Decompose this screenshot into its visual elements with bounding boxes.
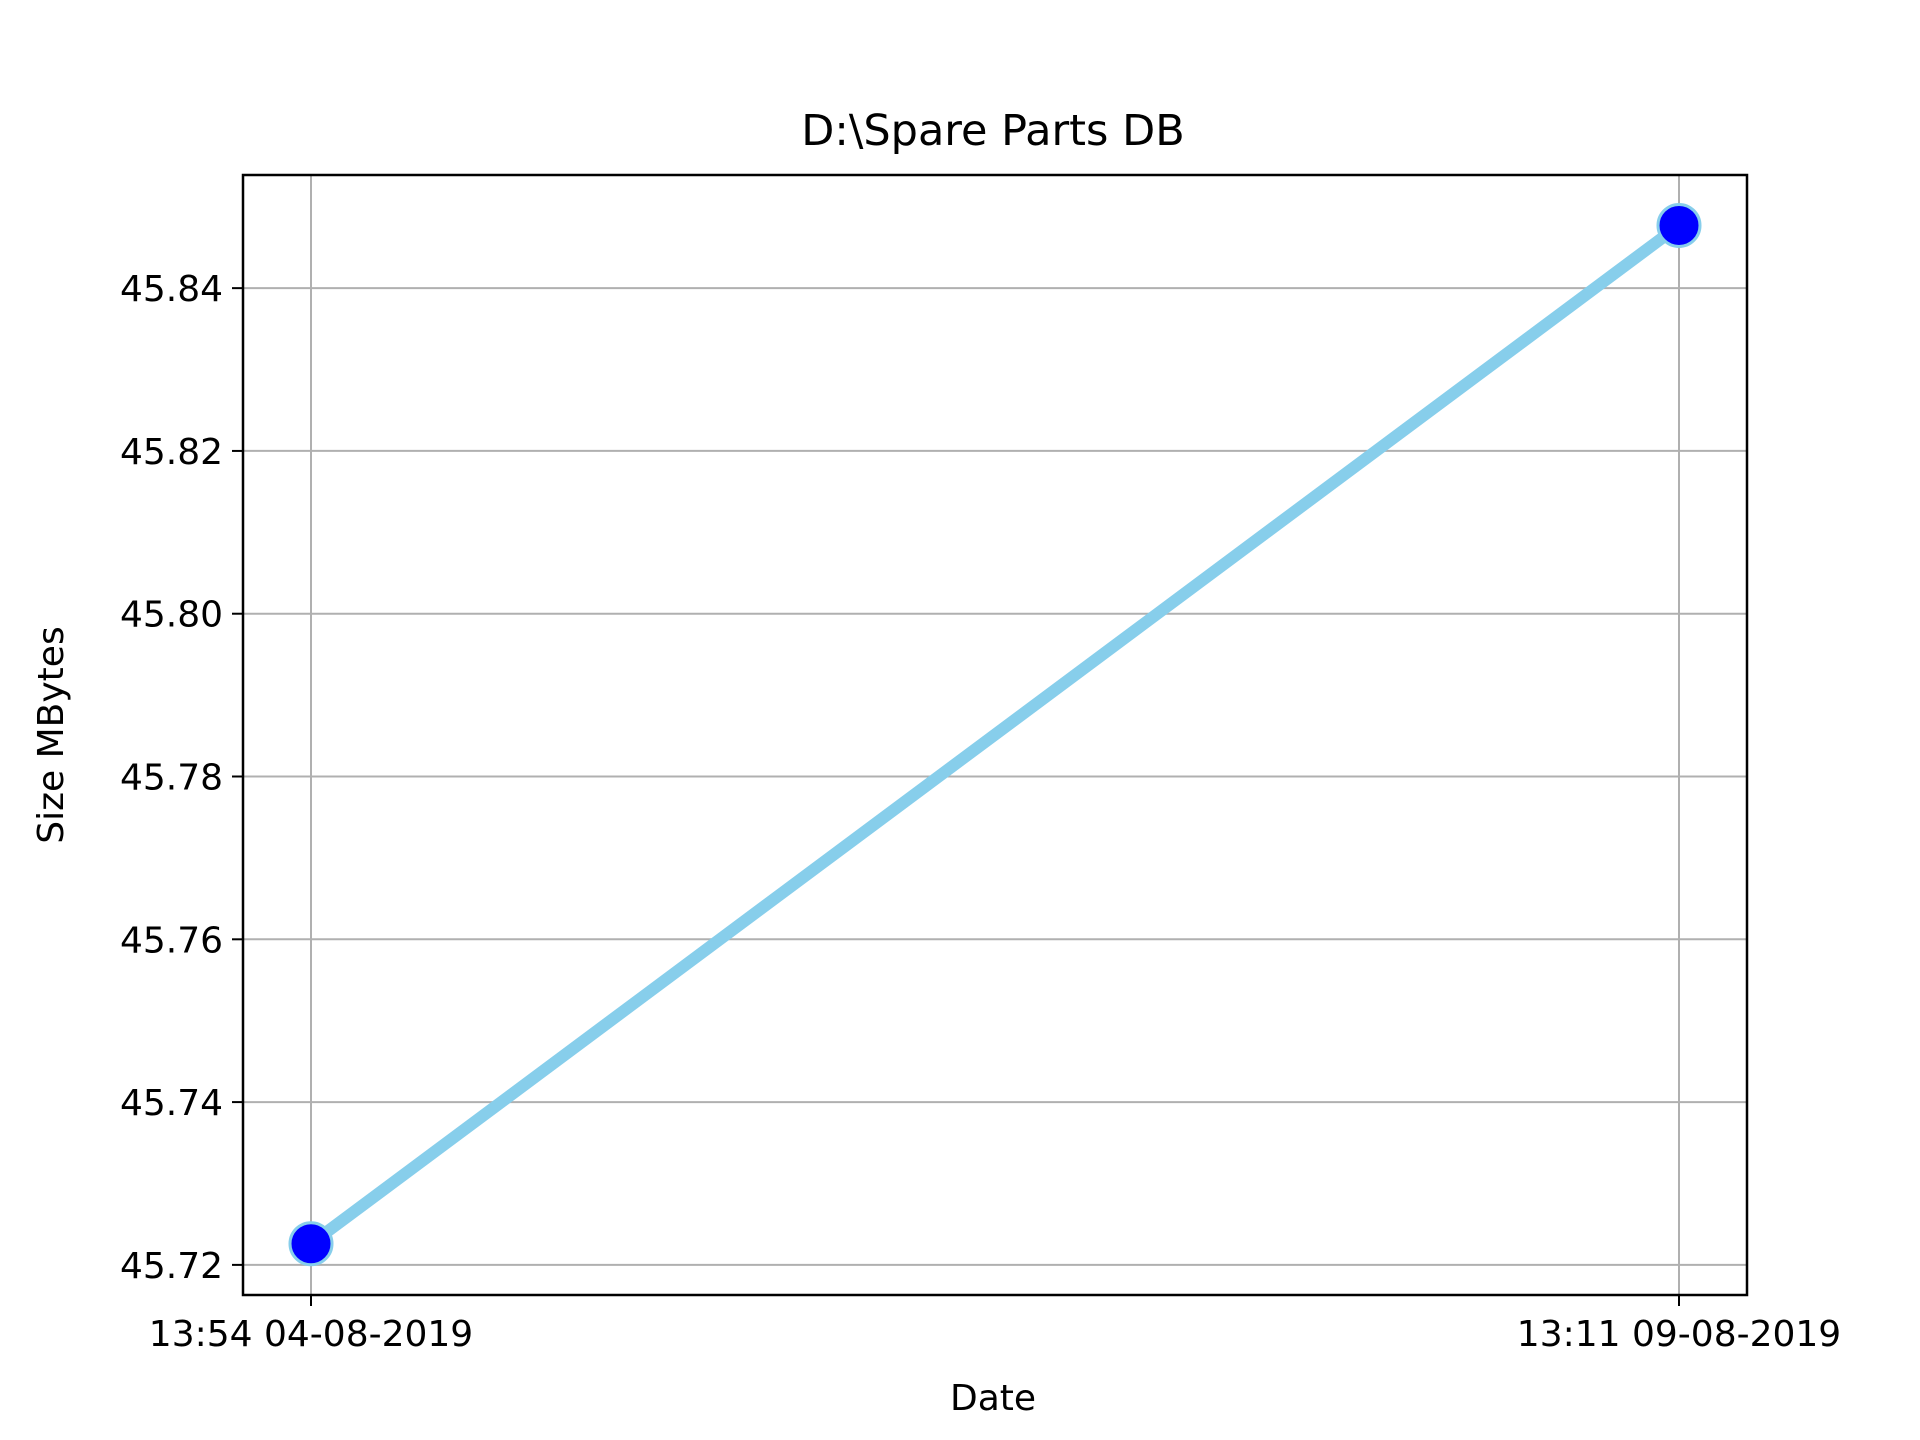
y-tick-label: 45.74 (120, 1083, 223, 1124)
series-layer (288, 202, 1702, 1267)
y-tick-label: 45.82 (120, 432, 223, 473)
series-line (305, 219, 1685, 1250)
chart-title: D:\Spare Parts DB (801, 106, 1184, 156)
y-tick-label: 45.84 (120, 269, 223, 310)
y-tick-label: 45.72 (120, 1246, 223, 1287)
plot-frame (241, 173, 1749, 1297)
y-tick-label: 45.80 (120, 595, 223, 636)
data-point (1656, 202, 1702, 248)
x-tick-label: 13:54 04-08-2019 (149, 1314, 473, 1355)
y-tick-label: 45.76 (120, 920, 223, 961)
ticks: 45.72 45.74 45.76 45.78 45.80 45.82 45.84 13:54… (120, 269, 1841, 1355)
x-tick-label: 13:11 09-08-2019 (1517, 1314, 1841, 1355)
x-axis-label: Date (950, 1378, 1036, 1419)
y-axis-label: Size MBytes (31, 626, 72, 843)
data-point (288, 1221, 334, 1267)
y-tick-label: 45.78 (120, 758, 223, 799)
